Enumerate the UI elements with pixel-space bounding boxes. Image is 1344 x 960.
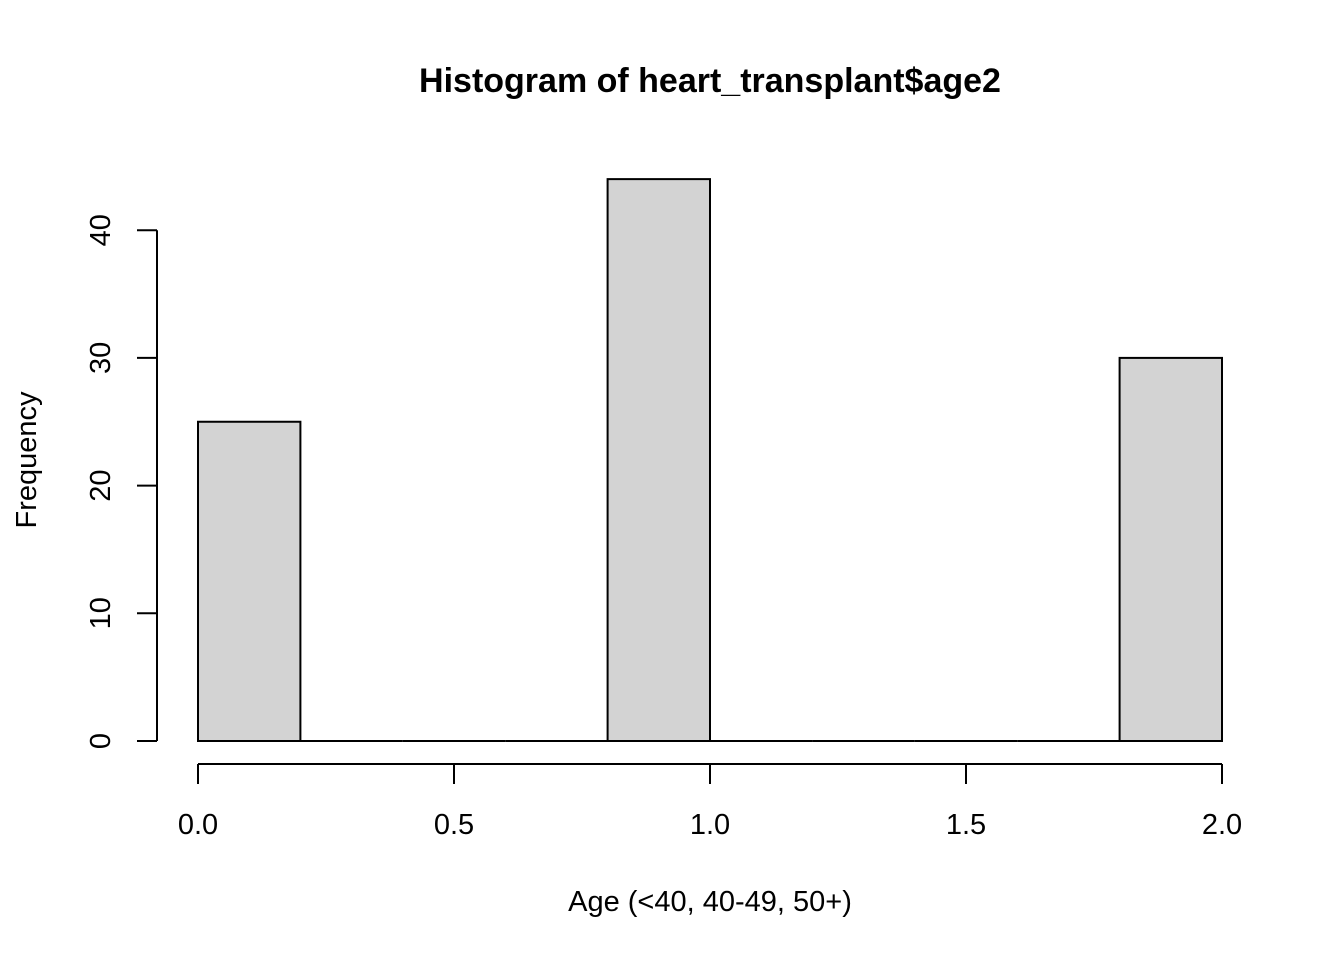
y-tick-label: 40 <box>85 214 117 246</box>
x-axis-label: Age (<40, 40-49, 50+) <box>568 886 852 918</box>
y-axis-label: Frequency <box>11 391 43 529</box>
x-tick-label: 0.5 <box>434 809 474 841</box>
y-tick-label: 30 <box>85 342 117 374</box>
histogram-bar-4 <box>606 178 711 742</box>
x-axis: 0.0 0.5 1.0 1.5 2.0 <box>178 763 1242 841</box>
chart-title: Histogram of heart_transplant$age2 <box>419 62 1001 100</box>
histogram-bar-0 <box>197 420 302 742</box>
y-tick-label: 0 <box>85 733 117 749</box>
histogram-bar-9 <box>1118 356 1223 742</box>
x-tick-label: 2.0 <box>1202 809 1242 841</box>
x-tick-label: 1.5 <box>946 809 986 841</box>
x-tick-label: 0.0 <box>178 809 218 841</box>
y-axis: 0 10 20 30 40 <box>85 214 158 749</box>
x-tick-label: 1.0 <box>690 809 730 841</box>
y-tick-label: 10 <box>85 597 117 629</box>
bars-group <box>197 178 1223 742</box>
y-tick-label: 20 <box>85 469 117 501</box>
